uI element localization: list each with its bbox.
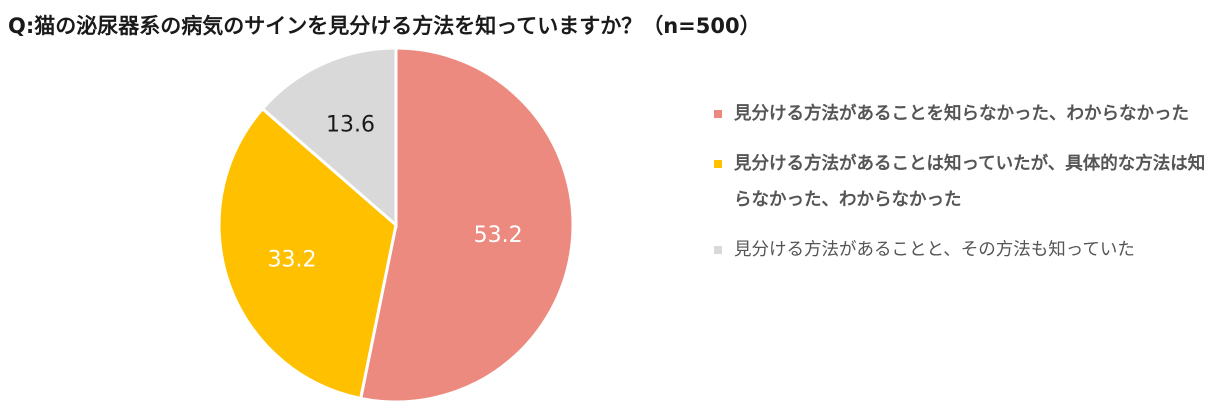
data-label-aware: 13.6 bbox=[326, 113, 375, 138]
legend-item-aware: 見分ける方法があることと、その方法も知っていた bbox=[714, 232, 1219, 268]
legend-label-aware: 見分ける方法があることと、その方法も知っていた bbox=[734, 240, 1135, 260]
legend-label-unaware: 見分ける方法があることを知らなかった、わからなかった bbox=[734, 104, 1189, 124]
legend-item-unaware: 見分ける方法があることを知らなかった、わからなかった bbox=[714, 96, 1219, 132]
legend: 見分ける方法があることを知らなかった、わからなかった 見分ける方法があることは知… bbox=[714, 96, 1219, 268]
legend-swatch-unaware bbox=[714, 110, 722, 118]
pie-slice-unaware bbox=[358, 46, 575, 404]
pie-slice-partial bbox=[217, 106, 398, 401]
legend-label-partial: 見分ける方法があることは知っていたが、具体的な方法は知らなかった、わからなかった bbox=[734, 154, 1206, 210]
chart-title: Q:猫の泌尿器系の病気のサインを見分ける方法を知っていますか？（n=500） bbox=[8, 14, 761, 38]
legend-swatch-partial bbox=[714, 160, 722, 168]
pie-slice-aware bbox=[260, 46, 398, 229]
data-label-unaware: 53.2 bbox=[474, 223, 523, 248]
legend-swatch-aware bbox=[714, 246, 722, 254]
legend-item-partial: 見分ける方法があることは知っていたが、具体的な方法は知らなかった、わからなかった bbox=[714, 146, 1219, 218]
data-label-partial: 33.2 bbox=[268, 248, 317, 273]
